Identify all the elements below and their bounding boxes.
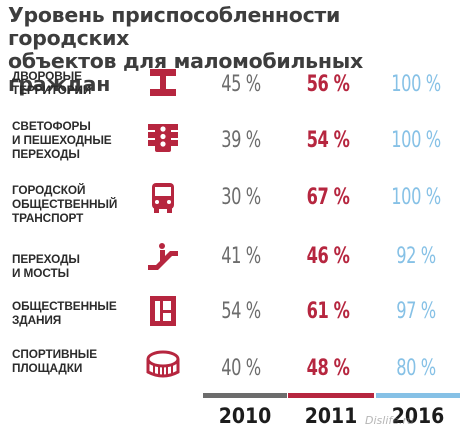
row-label-line: ЗДАНИЯ bbox=[12, 313, 62, 327]
traffic-light-icon bbox=[146, 121, 180, 155]
value-2010: 40 % bbox=[221, 356, 261, 381]
year-label-2016: 2016 bbox=[391, 404, 445, 428]
bus-icon bbox=[146, 181, 180, 215]
row-label-public-buildings: ОБЩЕСТВЕННЫЕ ЗДАНИЯ bbox=[12, 299, 140, 327]
row-label-line: СПОРТИВНЫЕ bbox=[12, 347, 98, 361]
row-label-line: СВЕТОФОРЫ bbox=[12, 119, 91, 133]
chart-title-line-2: объектов для маломобильных граждан bbox=[8, 49, 363, 96]
value-2011: 54 % bbox=[306, 128, 350, 153]
year-label-2011: 2011 bbox=[304, 404, 358, 428]
row-label-sports-grounds: СПОРТИВНЫЕ ПЛОЩАДКИ bbox=[12, 347, 140, 375]
value-2010: 39 % bbox=[221, 128, 261, 153]
building-icon bbox=[146, 294, 180, 328]
value-2011: 67 % bbox=[306, 185, 350, 210]
row-label-line: ПЕРЕХОДЫ bbox=[12, 147, 80, 161]
row-label-line: ОБЩЕСТВЕННЫЙ bbox=[12, 197, 118, 211]
watermark: Dislife.ru bbox=[365, 414, 415, 427]
row-label-line: ДВОРОВЫЕ bbox=[12, 69, 82, 83]
row-label-line: ГОРОДСКОЙ bbox=[12, 183, 86, 197]
row-label-line: ПЛОЩАДКИ bbox=[12, 361, 83, 375]
row-label-line: ТРАНСПОРТ bbox=[12, 211, 84, 225]
value-2010: 30 % bbox=[221, 185, 261, 210]
row-label-crossings-bridges: ПЕРЕХОДЫ И МОСТЫ bbox=[12, 252, 140, 280]
row-label-line: ОБЩЕСТВЕННЫЕ bbox=[12, 299, 117, 313]
row-label-courtyards: ДВОРОВЫЕ ТЕРРИТОРИИ bbox=[12, 69, 140, 97]
row-label-traffic-lights: СВЕТОФОРЫ И ПЕШЕХОДНЫЕ ПЕРЕХОДЫ bbox=[12, 119, 140, 161]
value-2016: 100 % bbox=[391, 185, 441, 210]
chart-title-line-1: Уровень приспособленности городских bbox=[8, 3, 341, 50]
row-label-line: ПЕРЕХОДЫ bbox=[12, 252, 80, 266]
value-2011: 61 % bbox=[306, 299, 350, 324]
value-2016: 100 % bbox=[391, 128, 441, 153]
row-label-line: И ПЕШЕХОДНЫЕ bbox=[12, 133, 112, 147]
value-2010: 45 % bbox=[221, 72, 261, 97]
year-label-2010: 2010 bbox=[218, 404, 272, 428]
chart-title: Уровень приспособленности городских объе… bbox=[8, 4, 463, 96]
row-label-line: ТЕРРИТОРИИ bbox=[12, 83, 92, 97]
value-2016: 92 % bbox=[396, 244, 436, 269]
bar-2010 bbox=[203, 393, 287, 398]
value-2016: 80 % bbox=[396, 356, 436, 381]
escalator-icon bbox=[146, 240, 180, 274]
stadium-icon bbox=[146, 348, 180, 382]
value-2011: 46 % bbox=[306, 244, 350, 269]
value-2011: 56 % bbox=[306, 72, 350, 97]
bar-2011 bbox=[288, 393, 374, 398]
value-2011: 48 % bbox=[306, 356, 350, 381]
bar-2016 bbox=[376, 393, 460, 398]
value-2010: 41 % bbox=[221, 244, 261, 269]
value-2010: 54 % bbox=[221, 299, 261, 324]
value-2016: 97 % bbox=[396, 299, 436, 324]
row-label-public-transport: ГОРОДСКОЙ ОБЩЕСТВЕННЫЙ ТРАНСПОРТ bbox=[12, 183, 140, 225]
value-2016: 100 % bbox=[391, 72, 441, 97]
row-label-line: И МОСТЫ bbox=[12, 266, 70, 280]
courtyard-icon bbox=[146, 66, 180, 100]
